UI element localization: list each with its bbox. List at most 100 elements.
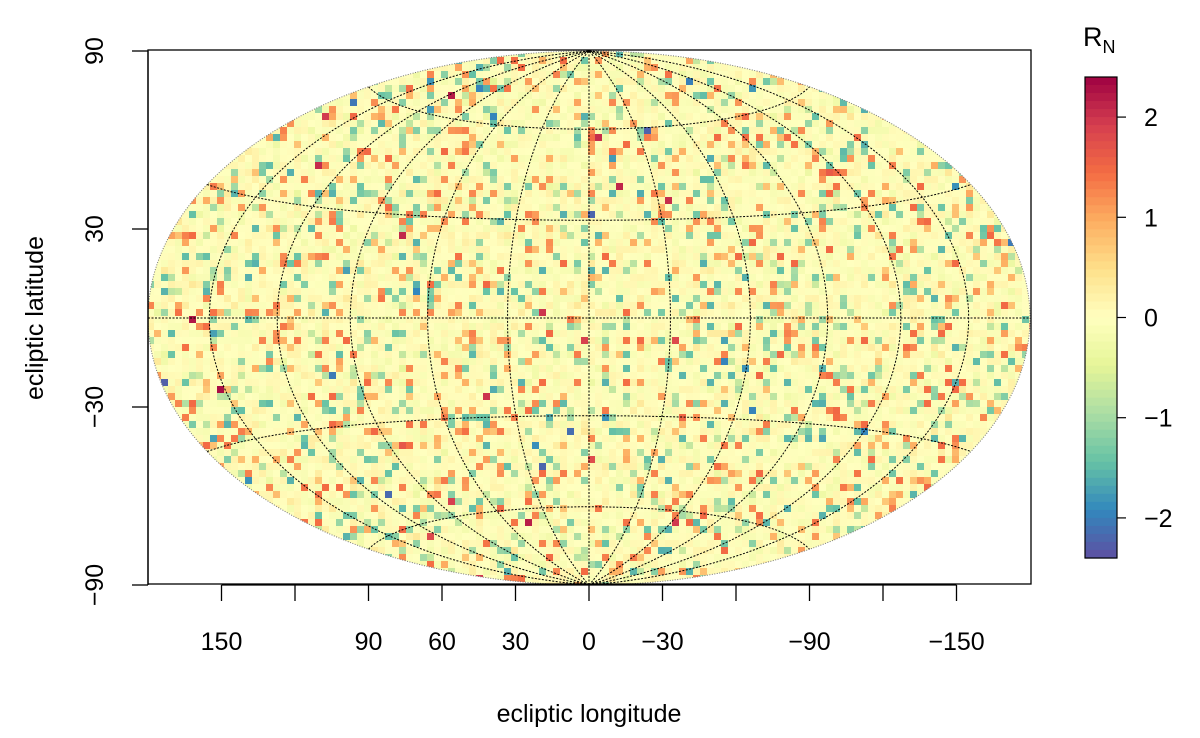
heatmap-pixel xyxy=(378,302,386,310)
heatmap-pixel xyxy=(602,211,610,219)
heatmap-pixel xyxy=(700,337,708,345)
heatmap-pixel xyxy=(1015,232,1023,240)
heatmap-pixel xyxy=(336,351,344,359)
heatmap-pixel xyxy=(196,316,204,324)
heatmap-pixel xyxy=(602,127,610,135)
heatmap-pixel xyxy=(819,134,827,142)
heatmap-pixel xyxy=(336,120,344,128)
heatmap-pixel xyxy=(826,246,834,254)
heatmap-pixel xyxy=(392,141,400,149)
heatmap-pixel xyxy=(616,323,624,331)
heatmap-pixel xyxy=(602,344,610,352)
heatmap-pixel xyxy=(546,204,554,212)
heatmap-pixel xyxy=(721,211,729,219)
heatmap-pixel xyxy=(266,169,274,177)
heatmap-pixel xyxy=(217,344,225,352)
heatmap-pixel xyxy=(994,260,1002,268)
heatmap-pixel xyxy=(924,358,932,366)
heatmap-pixel xyxy=(427,127,435,135)
heatmap-pixel xyxy=(700,155,708,163)
heatmap-pixel xyxy=(595,267,603,275)
heatmap-pixel xyxy=(462,281,470,289)
heatmap-pixel xyxy=(840,358,848,366)
heatmap-pixel xyxy=(784,267,792,275)
heatmap-pixel xyxy=(882,267,890,275)
heatmap-pixel xyxy=(476,267,484,275)
heatmap-pixel xyxy=(315,323,323,331)
heatmap-pixel xyxy=(224,337,232,345)
heatmap-pixel xyxy=(847,253,855,261)
heatmap-pixel xyxy=(735,64,743,72)
heatmap-pixel xyxy=(532,99,540,107)
heatmap-pixel xyxy=(672,246,680,254)
heatmap-pixel xyxy=(826,218,834,226)
heatmap-pixel xyxy=(756,267,764,275)
heatmap-pixel xyxy=(266,323,274,331)
heatmap-pixel xyxy=(833,267,841,275)
heatmap-pixel xyxy=(777,71,785,79)
heatmap-pixel xyxy=(574,92,582,100)
heatmap-pixel xyxy=(938,309,946,317)
heatmap-pixel xyxy=(371,148,379,156)
heatmap-pixel xyxy=(350,176,358,184)
heatmap-pixel xyxy=(476,148,484,156)
heatmap-pixel xyxy=(847,358,855,366)
heatmap-pixel xyxy=(245,274,253,282)
heatmap-pixel xyxy=(175,295,183,303)
heatmap-pixel xyxy=(546,127,554,135)
heatmap-pixel xyxy=(574,246,582,254)
heatmap-pixel xyxy=(182,358,190,366)
heatmap-pixel xyxy=(581,78,589,86)
heatmap-pixel xyxy=(497,141,505,149)
heatmap-pixel xyxy=(280,337,288,345)
heatmap-pixel xyxy=(490,99,498,107)
heatmap-pixel xyxy=(637,134,645,142)
heatmap-pixel xyxy=(595,64,603,72)
heatmap-pixel xyxy=(455,78,463,86)
heatmap-pixel xyxy=(952,323,960,331)
heatmap-pixel xyxy=(665,330,673,338)
heatmap-pixel xyxy=(560,218,568,226)
heatmap-pixel xyxy=(245,281,253,289)
heatmap-pixel xyxy=(448,190,456,198)
heatmap-pixel xyxy=(840,295,848,303)
heatmap-pixel xyxy=(777,85,785,93)
heatmap-pixel xyxy=(294,197,302,205)
heatmap-pixel xyxy=(476,190,484,198)
heatmap-pixel xyxy=(287,323,295,331)
heatmap-pixel xyxy=(497,274,505,282)
heatmap-pixel xyxy=(511,85,519,93)
heatmap-pixel xyxy=(427,232,435,240)
heatmap-pixel xyxy=(357,288,365,296)
heatmap-pixel xyxy=(651,344,659,352)
heatmap-pixel xyxy=(182,204,190,212)
heatmap-pixel xyxy=(525,358,533,366)
heatmap-pixel xyxy=(602,302,610,310)
heatmap-pixel xyxy=(861,162,869,170)
heatmap-pixel xyxy=(756,134,764,142)
heatmap-pixel xyxy=(161,316,169,324)
heatmap-pixel xyxy=(217,239,225,247)
heatmap-pixel xyxy=(574,78,582,86)
heatmap-pixel xyxy=(931,260,939,268)
heatmap-pixel xyxy=(294,246,302,254)
heatmap-pixel xyxy=(749,239,757,247)
heatmap-pixel xyxy=(917,190,925,198)
heatmap-pixel xyxy=(889,365,897,373)
heatmap-pixel xyxy=(483,246,491,254)
heatmap-pixel xyxy=(476,120,484,128)
heatmap-pixel xyxy=(224,323,232,331)
heatmap-pixel xyxy=(987,351,995,359)
heatmap-pixel xyxy=(868,127,876,135)
heatmap-pixel xyxy=(742,190,750,198)
heatmap-pixel xyxy=(441,295,449,303)
heatmap-pixel xyxy=(903,323,911,331)
heatmap-pixel xyxy=(938,204,946,212)
heatmap-pixel xyxy=(490,127,498,135)
heatmap-pixel xyxy=(294,302,302,310)
heatmap-pixel xyxy=(798,120,806,128)
heatmap-pixel xyxy=(259,232,267,240)
heatmap-pixel xyxy=(259,295,267,303)
heatmap-pixel xyxy=(504,330,512,338)
heatmap-pixel xyxy=(448,267,456,275)
